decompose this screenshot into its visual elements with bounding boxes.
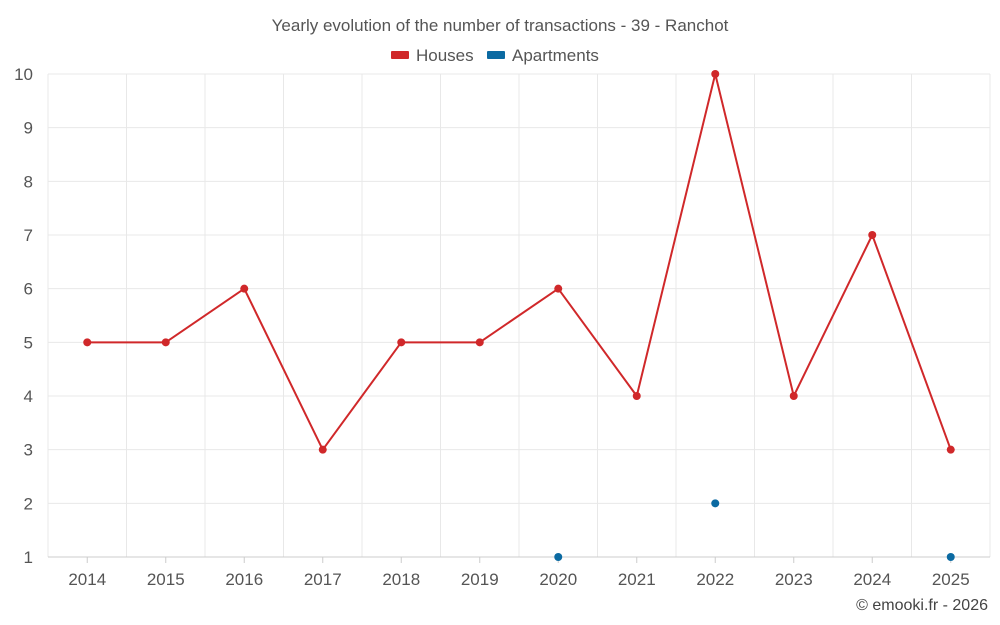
x-tick-label: 2024	[853, 570, 891, 589]
x-tick-label: 2015	[147, 570, 185, 589]
data-point-houses-2020[interactable]	[554, 284, 563, 293]
x-tick-label: 2016	[225, 570, 263, 589]
data-point-apartments-2022[interactable]	[711, 499, 720, 508]
x-tick-label: 2021	[618, 570, 656, 589]
y-tick-label: 10	[14, 65, 33, 84]
data-point-houses-2018[interactable]	[397, 338, 406, 347]
data-point-apartments-2025[interactable]	[946, 553, 955, 561]
data-point-houses-2017[interactable]	[318, 445, 327, 454]
data-point-apartments-2020[interactable]	[554, 553, 563, 561]
x-tick-label: 2025	[932, 570, 970, 589]
credit-text: © emooki.fr - 2026	[856, 597, 988, 614]
x-tick-label: 2019	[461, 570, 499, 589]
data-point-houses-2023[interactable]	[789, 392, 798, 400]
data-point-houses-2022[interactable]	[711, 70, 720, 78]
chart-title: Yearly evolution of the number of transa…	[272, 16, 729, 35]
x-tick-label: 2014	[68, 570, 106, 589]
y-tick-label: 1	[24, 548, 33, 567]
y-tick-label: 9	[24, 119, 33, 138]
y-tick-label: 3	[24, 441, 33, 460]
legend-swatch-houses	[391, 51, 409, 59]
y-tick-label: 6	[24, 280, 33, 299]
legend-swatch-apartments	[487, 51, 505, 59]
y-axis: 1 2 3 4 5 6 7 8 9 10	[14, 65, 33, 567]
y-tick-label: 4	[24, 387, 33, 406]
data-point-houses-2025[interactable]	[946, 445, 955, 454]
data-point-houses-2015[interactable]	[161, 338, 170, 347]
series-line-houses	[87, 73, 952, 451]
x-tick-label: 2022	[696, 570, 734, 589]
legend-label-apartments[interactable]: Apartments	[512, 46, 599, 65]
y-tick-label: 8	[24, 172, 33, 191]
x-tick-label: 2018	[382, 570, 420, 589]
data-point-houses-2021[interactable]	[632, 392, 641, 400]
y-tick-label: 5	[24, 333, 33, 352]
x-axis: 2014 2015 2016 2017 2018 2019 2020 2021 2022 2023…	[68, 557, 970, 589]
data-point-houses-2016[interactable]	[240, 284, 249, 293]
legend-label-houses[interactable]: Houses	[416, 46, 474, 65]
series	[83, 70, 955, 561]
data-point-houses-2014[interactable]	[83, 338, 92, 347]
y-tick-label: 7	[24, 226, 33, 245]
x-tick-label: 2023	[775, 570, 813, 589]
x-tick-label: 2020	[539, 570, 577, 589]
y-tick-label: 2	[24, 494, 33, 513]
data-point-houses-2024[interactable]	[868, 231, 877, 239]
data-point-houses-2019[interactable]	[475, 338, 484, 347]
grid	[47, 73, 991, 558]
x-tick-label: 2017	[304, 570, 342, 589]
legend: Houses Apartments	[391, 46, 599, 65]
